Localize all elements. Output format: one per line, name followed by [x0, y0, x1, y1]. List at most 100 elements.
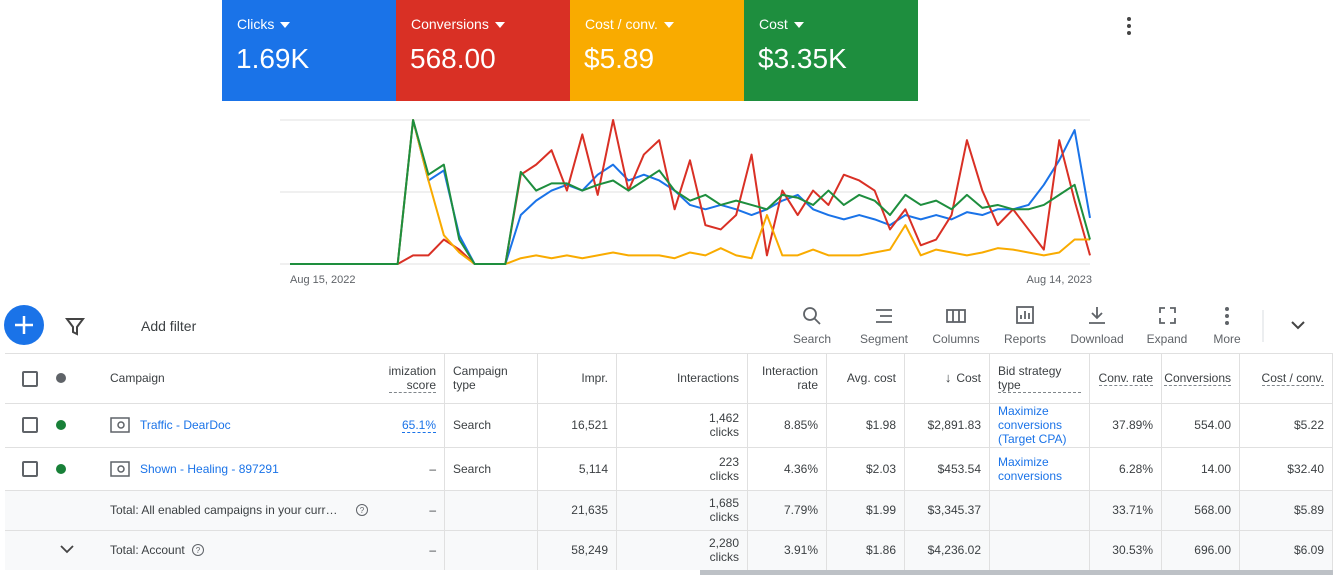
table-cell: 568.00 — [1162, 490, 1240, 530]
search-icon[interactable] — [803, 307, 817, 321]
cell-text: 37.89% — [1112, 418, 1153, 432]
cell-text: $1.98 — [865, 418, 896, 432]
x-tick-label: Aug 15, 2022 — [290, 274, 355, 286]
cell-text: 7.79% — [783, 503, 818, 517]
scorecard[interactable]: Conversions 568.00 — [396, 0, 570, 101]
cell-text: – — [429, 461, 436, 476]
header-text: Bid strategy type — [998, 364, 1081, 393]
interactions-count: 223 — [718, 454, 739, 469]
table-cell: $453.54 — [905, 447, 990, 490]
scorecard-metric[interactable]: Cost — [759, 16, 804, 32]
help-icon[interactable]: ? — [355, 503, 369, 517]
total-label: Total: All enabled campaigns in your cur… — [110, 503, 338, 517]
optimization-score[interactable]: 65.1% — [401, 417, 436, 433]
collapse-icon[interactable] — [1291, 321, 1305, 330]
table-cell: 37.89% — [1090, 403, 1162, 447]
help-icon[interactable]: ? — [191, 543, 205, 557]
header-cell[interactable]: Interactions — [617, 353, 748, 403]
table-cell: 5,114 — [538, 447, 617, 490]
more-icon[interactable] — [1225, 307, 1229, 325]
toolbar-button[interactable]: Expand — [1146, 332, 1188, 346]
columns-icon[interactable] — [946, 309, 966, 323]
scorecard[interactable]: Cost $3.35K — [744, 0, 918, 101]
scorecard[interactable]: Clicks 1.69K — [222, 0, 396, 101]
scorecard-metric[interactable]: Clicks — [237, 16, 291, 32]
arrow-shape — [793, 22, 804, 29]
arrow-shape — [494, 22, 505, 29]
toolbar-button[interactable]: More — [1213, 332, 1241, 346]
header-cell[interactable]: Campaign — [102, 353, 389, 403]
toolbar-button[interactable]: Columns — [932, 332, 980, 346]
table-cell: Maximize conversions — [990, 447, 1090, 490]
scorecard-value: $5.89 — [584, 43, 655, 74]
checkbox[interactable] — [22, 371, 38, 387]
interactions-count: 1,462 — [708, 411, 739, 425]
cell-text: 5,114 — [578, 461, 608, 476]
bid-strategy[interactable]: Maximize conversions — [998, 454, 1063, 483]
table-cell: $32.40 — [1240, 447, 1333, 490]
header-cell[interactable]: Cost / conv. — [1240, 353, 1333, 403]
status-dot — [56, 373, 66, 383]
scorecard-value: 1.69K — [236, 43, 310, 74]
sort-arrow[interactable]: ↓ — [944, 370, 952, 385]
scorecard-metric[interactable]: Cost / conv. — [585, 16, 674, 32]
scorecard[interactable]: Cost / conv. $5.89 — [570, 0, 744, 101]
checkbox[interactable] — [22, 460, 38, 477]
table-cell: 16,521 — [538, 403, 617, 447]
table-cell: 33.71% — [1090, 490, 1162, 530]
cell-text: $1.86 — [865, 543, 896, 557]
expand-chevron[interactable] — [60, 544, 74, 554]
scorecard-metric[interactable]: Conversions — [411, 16, 505, 32]
row-background — [5, 530, 1333, 570]
header-cell[interactable]: imization score — [388, 353, 445, 403]
bid-strategy[interactable]: Maximize conversions (Target CPA) — [998, 404, 1067, 446]
interactions-unit: clicks — [709, 550, 739, 564]
header-cell[interactable]: Campaign type — [445, 353, 538, 403]
download-icon[interactable] — [1089, 307, 1105, 324]
campaign-link[interactable]: Traffic - DearDoc — [140, 418, 231, 432]
dropdown-arrow — [494, 22, 505, 29]
table-cell: 6.28% — [1090, 447, 1162, 490]
total-label: Total: Account — [110, 543, 185, 557]
header-cell[interactable]: Impr. — [538, 353, 617, 403]
table-cell: $2,891.83 — [905, 403, 990, 447]
header-text: Campaign — [110, 371, 165, 385]
header-cell[interactable]: Conv. rate — [1090, 353, 1162, 403]
cell-text: – — [429, 503, 436, 517]
toolbar-button[interactable]: Segment — [859, 332, 909, 346]
toolbar-button[interactable]: Search — [792, 332, 832, 346]
cell-text: $2.03 — [865, 461, 896, 476]
header-cell[interactable]: Bid strategy type — [990, 353, 1090, 403]
reports-icon[interactable] — [1016, 306, 1034, 324]
row-background — [5, 447, 1333, 490]
interactions: 1,685 clicks — [709, 496, 739, 524]
arrow-shape — [663, 22, 674, 29]
dropdown-arrow — [280, 22, 291, 29]
header-cell[interactable]: Conversions — [1162, 353, 1240, 403]
header-cell[interactable]: Avg. cost — [827, 353, 905, 403]
more-menu[interactable] — [1118, 14, 1140, 38]
table-cell: 696.00 — [1162, 530, 1240, 570]
table-cell: 554.00 — [1162, 403, 1240, 447]
header-cell[interactable]: ↓ Cost — [905, 353, 990, 403]
table-cell: – — [389, 530, 445, 570]
checkbox[interactable] — [22, 417, 38, 433]
table-cell: $3,345.37 — [905, 490, 990, 530]
header-cell[interactable]: Interaction rate — [748, 353, 827, 403]
table-cell — [445, 490, 538, 530]
campaign-link[interactable]: Shown - Healing - 897291 — [140, 461, 279, 476]
toolbar-button[interactable]: Download — [1070, 332, 1124, 346]
scrollbar[interactable] — [700, 570, 1333, 575]
expand-icon[interactable] — [1159, 307, 1176, 324]
chart: Aug 15, 2022 Aug 14, 2023 — [280, 119, 1092, 286]
table-cell: 2,280 clicks — [617, 530, 748, 570]
interactions-unit: clicks — [709, 510, 739, 524]
add-button[interactable] — [4, 305, 44, 345]
filter-icon[interactable] — [65, 318, 85, 336]
segment-icon[interactable] — [876, 309, 892, 323]
cell-text: 16,521 — [571, 418, 608, 432]
cell-text: $6.09 — [1293, 543, 1324, 557]
add-filter[interactable]: Add filter — [141, 318, 197, 334]
table-cell: 65.1% — [389, 403, 445, 447]
toolbar-button[interactable]: Reports — [1003, 332, 1047, 346]
